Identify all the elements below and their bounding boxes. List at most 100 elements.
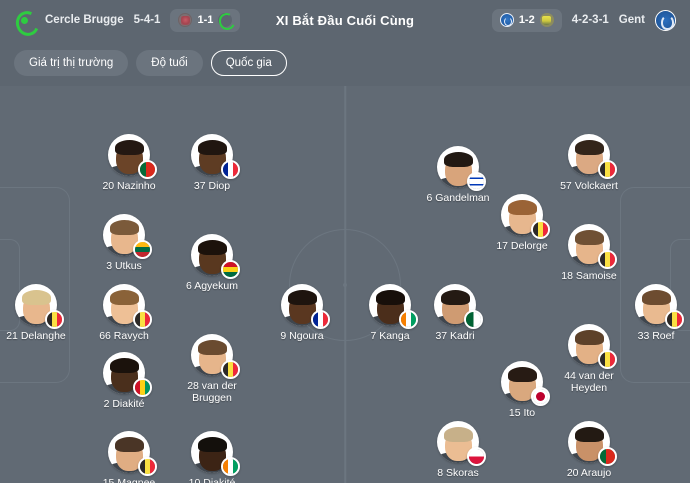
player-card[interactable]: 66 Ravych	[79, 284, 169, 342]
avatar	[437, 146, 486, 191]
belgium-flag	[531, 220, 550, 239]
player-card[interactable]: 57 Volckaert	[544, 134, 634, 192]
player-name-label: 20 Araujo	[566, 467, 612, 479]
match-header: Cercle Brugge 5-4-1 1-1 XI Bắt Đầu Cuối …	[0, 0, 690, 40]
player-card[interactable]: 37 Kadri	[410, 284, 500, 342]
portugal-flag	[138, 160, 157, 179]
player-name-label: 15 Magnee	[102, 477, 156, 483]
avatar	[369, 284, 418, 329]
avatar	[568, 421, 617, 466]
home-team-formation: 5-4-1	[133, 14, 161, 26]
stvv-logo-icon	[539, 13, 554, 27]
gent-logo-icon	[655, 9, 676, 31]
cercle-brugge-logo-icon	[14, 9, 35, 31]
avatar	[103, 214, 152, 259]
avatar	[501, 194, 550, 239]
player-name-label: 6 Agyekum	[186, 280, 238, 292]
belgium-flag	[133, 310, 152, 329]
away-score-badge[interactable]: 1-2	[491, 8, 562, 32]
player-hair	[440, 290, 470, 305]
avatar	[191, 431, 240, 476]
tab-market-value[interactable]: Giá trị thị trường	[14, 50, 129, 76]
avatar	[434, 284, 483, 329]
player-name-label: 20 Nazinho	[102, 180, 156, 192]
pitch: 21 Delanghe 20 Nazinho 3 Utkus 66 Ravych 2 D…	[0, 86, 690, 483]
player-card[interactable]: 6 Agyekum	[167, 234, 257, 292]
player-hair	[197, 437, 227, 452]
israel-flag	[467, 172, 486, 191]
away-team-header: 1-2 4-2-3-1 Gent	[440, 8, 690, 32]
avatar	[281, 284, 330, 329]
header-title-wrap: XI Bắt Đầu Cuối Cùng	[250, 13, 440, 28]
antwerp-logo-icon	[178, 13, 193, 27]
avatar	[191, 334, 240, 379]
player-photo	[501, 361, 543, 403]
player-card[interactable]: 2 Diakité	[79, 352, 169, 410]
player-hair	[21, 290, 51, 305]
player-name-label: 6 Gandelman	[426, 192, 490, 204]
page-title: XI Bắt Đầu Cuối Cùng	[275, 12, 415, 28]
player-hair	[197, 140, 227, 155]
player-card[interactable]: 20 Araujo	[544, 421, 634, 479]
player-hair	[574, 230, 604, 245]
player-name-label: 37 Kadri	[435, 330, 475, 342]
player-hair	[375, 290, 405, 305]
avatar	[15, 284, 64, 329]
player-card[interactable]: 10 Diakité	[167, 431, 257, 483]
player-name-label: 2 Diakité	[103, 398, 145, 410]
avatar	[568, 224, 617, 269]
avatar	[635, 284, 684, 329]
player-hair	[197, 340, 227, 355]
player-photo	[437, 421, 479, 463]
player-card[interactable]: 44 van der Heyden	[544, 324, 634, 394]
player-name-label: 9 Ngoura	[280, 330, 324, 342]
home-score-badge[interactable]: 1-1	[170, 8, 241, 32]
player-photo	[434, 284, 476, 326]
belgium-flag	[598, 250, 617, 269]
player-card[interactable]: 18 Samoise	[544, 224, 634, 282]
player-card[interactable]: 3 Utkus	[79, 214, 169, 272]
player-hair	[574, 330, 604, 345]
avatar	[191, 234, 240, 279]
avatar	[568, 134, 617, 179]
tab-age[interactable]: Độ tuổi	[136, 50, 203, 76]
player-card[interactable]: 7 Kanga	[345, 284, 435, 342]
player-card[interactable]: 33 Roef	[611, 284, 690, 342]
player-card[interactable]: 17 Delorge	[477, 194, 567, 252]
player-name-label: 17 Delorge	[496, 240, 548, 252]
player-hair	[641, 290, 671, 305]
ivory-coast-flag	[221, 457, 240, 476]
player-card[interactable]: 20 Nazinho	[84, 134, 174, 192]
player-card[interactable]: 21 Delanghe	[0, 284, 81, 342]
player-card[interactable]: 8 Skoras	[413, 421, 503, 479]
player-card[interactable]: 6 Gandelman	[413, 146, 503, 204]
belgium-flag	[138, 457, 157, 476]
home-score-text: 1-1	[197, 14, 214, 26]
player-hair	[287, 290, 317, 305]
poland-flag	[467, 447, 486, 466]
player-card[interactable]: 37 Diop	[167, 134, 257, 192]
player-photo	[281, 284, 323, 326]
tab-nationality[interactable]: Quốc gia	[210, 50, 287, 76]
avatar	[108, 134, 157, 179]
player-name-label: 44 van der Heyden	[564, 370, 614, 394]
away-score-text: 1-2	[518, 14, 535, 26]
player-card[interactable]: 9 Ngoura	[257, 284, 347, 342]
home-team-name: Cercle Brugge	[45, 14, 124, 26]
player-name-label: 28 van der Bruggen	[187, 380, 237, 404]
player-photo	[191, 234, 233, 276]
belgium-flag	[221, 360, 240, 379]
player-hair	[114, 140, 144, 155]
avatar	[103, 352, 152, 397]
player-card[interactable]: 28 van der Bruggen	[167, 334, 257, 404]
avatar	[501, 361, 550, 406]
gent-logo-icon	[499, 13, 514, 27]
player-card[interactable]: 15 Magnee	[84, 431, 174, 483]
player-hair	[574, 140, 604, 155]
away-team-formation: 4-2-3-1	[571, 14, 609, 26]
algeria-flag	[464, 310, 483, 329]
player-name-label: 33 Roef	[637, 330, 675, 342]
filter-tabs: Giá trị thị trường Độ tuổi Quốc gia	[0, 40, 690, 86]
player-card[interactable]: 15 Ito	[477, 361, 567, 419]
